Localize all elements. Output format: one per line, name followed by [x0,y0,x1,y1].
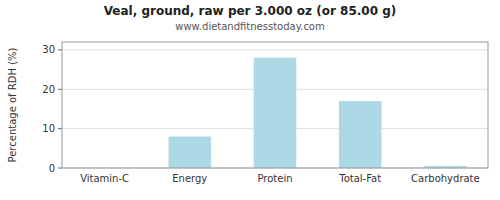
y-tick-label: 30 [42,44,55,55]
y-tick [58,168,62,169]
y-tick [58,128,62,129]
chart-container: Veal, ground, raw per 3.000 oz (or 85.00… [0,0,500,200]
bar [169,137,212,169]
x-axis: Vitamin-C Energy Protein Total-Fat Carbohydr… [80,173,480,184]
x-tick-label: Total-Fat [338,173,381,184]
bar [339,101,382,168]
chart-title: Veal, ground, raw per 3.000 oz (or 85.00… [104,4,397,18]
grid-line [62,49,488,50]
y-grid [62,50,488,168]
y-tick-label: 0 [49,163,55,174]
plot-frame [62,42,488,168]
y-tick-label: 20 [42,84,55,95]
bar [254,58,297,168]
y-tick-label: 10 [42,123,55,134]
x-tick-label: Energy [172,173,207,184]
y-axis-label: Percentage of RDH (%) [7,47,18,162]
chart-svg: Veal, ground, raw per 3.000 oz (or 85.00… [0,0,500,200]
y-tick [58,49,62,50]
x-tick-label: Protein [257,173,292,184]
x-tick-label: Vitamin-C [80,173,129,184]
y-axis: 0 10 20 30 [42,44,62,173]
bars [169,58,467,168]
chart-subtitle: www.dietandfitnesstoday.com [175,21,324,32]
x-tick-label: Carbohydrate [411,173,480,184]
y-tick [58,89,62,90]
